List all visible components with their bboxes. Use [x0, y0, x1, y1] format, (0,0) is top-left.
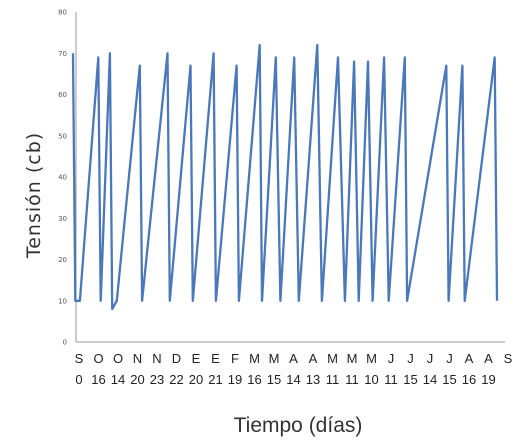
x-tick-day: 16 [247, 372, 261, 387]
x-tick-month: F [231, 351, 239, 366]
x-tick-month: M [327, 351, 338, 366]
y-tick-label: 80 [58, 9, 67, 17]
x-tick-day: 19 [228, 372, 242, 387]
x-tick-month: M [366, 351, 377, 366]
x-tick-day: 15 [267, 372, 281, 387]
x-tick-month: J [388, 351, 395, 366]
x-tick-day: 14 [286, 372, 300, 387]
y-tick-label: 50 [58, 132, 67, 140]
x-tick-month: A [465, 351, 474, 366]
x-tick-month: A [484, 351, 493, 366]
x-tick-day: 10 [364, 372, 378, 387]
x-tick-month: N [133, 351, 142, 366]
x-tick-month: M [249, 351, 260, 366]
x-tick-month: M [347, 351, 358, 366]
y-tick-label: 20 [58, 256, 67, 264]
x-tick-day: 15 [403, 372, 417, 387]
y-axis-label: Tensión (cb) [23, 132, 45, 259]
x-tick-month: E [211, 351, 220, 366]
x-tick-month: S [504, 351, 513, 366]
x-tick-day: 22 [169, 372, 183, 387]
x-tick-day: 14 [423, 372, 437, 387]
x-tick-day: 16 [91, 372, 105, 387]
x-tick-month: J [427, 351, 434, 366]
x-tick-month: N [152, 351, 161, 366]
x-tick-day: 21 [208, 372, 222, 387]
x-tick-day: 16 [462, 372, 476, 387]
x-tick-month: D [172, 351, 181, 366]
x-tick-day: 11 [345, 372, 359, 387]
x-tick-day: 20 [130, 372, 144, 387]
x-tick-month: A [309, 351, 318, 366]
x-tick-month: J [407, 351, 414, 366]
y-tick-label: 60 [58, 91, 67, 99]
x-tick-month: E [192, 351, 201, 366]
y-tick-label: 30 [58, 215, 67, 223]
x-tick-labels: S0O16O14N20N23D22E20E21F19M16M15A14A13M1… [75, 351, 513, 387]
x-tick-day: 0 [75, 372, 82, 387]
y-tick-label: 10 [58, 297, 67, 305]
x-tick-day: 13 [306, 372, 320, 387]
x-tick-day: 14 [111, 372, 125, 387]
y-tick-label: 70 [58, 50, 67, 58]
x-tick-day: 23 [150, 372, 164, 387]
x-axis-label: Tiempo (días) [234, 414, 363, 437]
x-tick-month: M [269, 351, 280, 366]
y-tick-labels: 0 10 20 30 40 50 60 70 80 [58, 9, 67, 347]
x-tick-month: O [113, 351, 123, 366]
series-line [71, 43, 499, 311]
y-tick-label: 40 [58, 174, 67, 182]
x-tick-day: 19 [481, 372, 495, 387]
x-tick-month: J [446, 351, 453, 366]
x-tick-day: 20 [189, 372, 203, 387]
x-tick-month: S [75, 351, 84, 366]
x-tick-day: 11 [384, 372, 398, 387]
x-tick-day: 15 [442, 372, 456, 387]
x-tick-month: O [93, 351, 103, 366]
y-tick-label: 0 [63, 339, 67, 347]
x-tick-month: A [289, 351, 298, 366]
x-tick-day: 11 [326, 372, 340, 387]
